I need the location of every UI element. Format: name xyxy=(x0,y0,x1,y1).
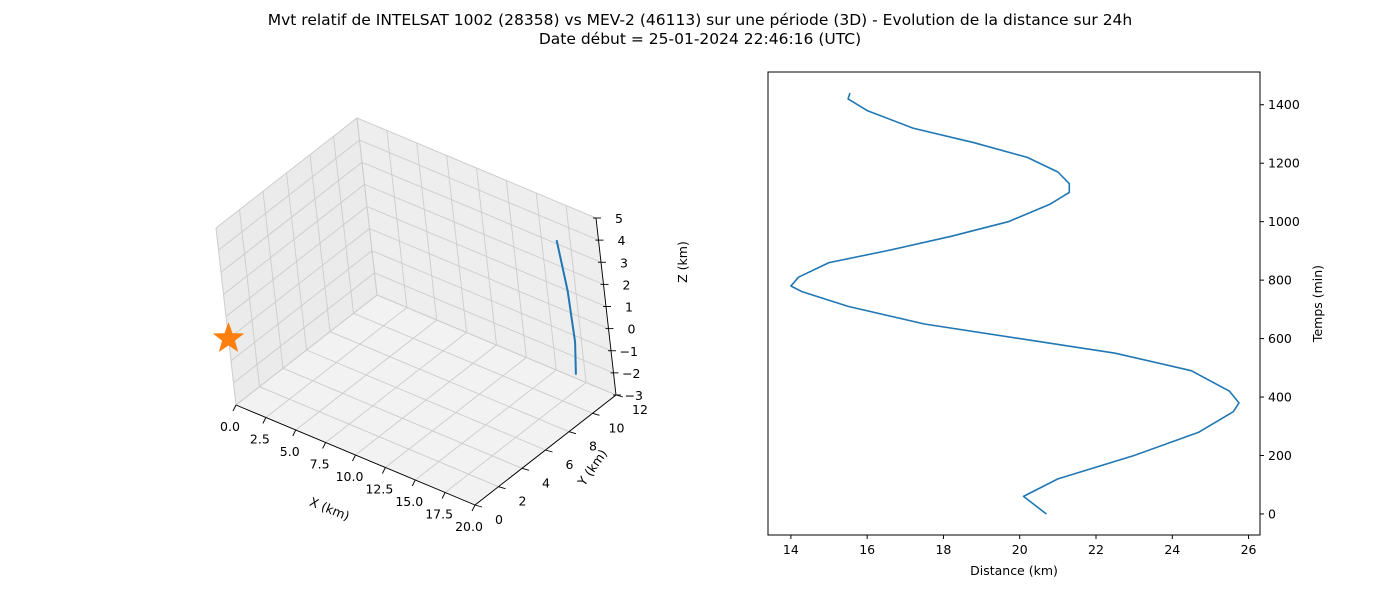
x-tick-mark xyxy=(441,492,446,499)
y-tick-mark xyxy=(568,431,577,435)
grid-line xyxy=(356,117,597,219)
grid-line xyxy=(282,367,523,469)
grid-line xyxy=(215,117,358,229)
x-tick-label: 10.0 xyxy=(336,469,364,484)
y-tick-label: 4 xyxy=(542,475,550,490)
z-tick-label: −3 xyxy=(625,388,643,403)
grid-line xyxy=(353,312,593,414)
x-tick-mark xyxy=(381,467,386,474)
z-tick-label: 4 xyxy=(618,233,626,248)
y-tick-label: 1200 xyxy=(1268,156,1300,171)
plot-distance-vs-time: 14 16 18 20 22 24 26 0 200 400 600 800 1000 1200 1400 D… xyxy=(767,71,1325,578)
grid-line xyxy=(235,294,378,406)
origin-star-marker xyxy=(212,322,245,352)
x-tick-label: 14 xyxy=(783,542,799,557)
x-tick-label: 12.5 xyxy=(365,482,393,497)
x-axis-label: X (km) xyxy=(308,494,352,524)
y-tick-label: 800 xyxy=(1268,273,1292,288)
x-tick-mark xyxy=(292,429,297,437)
z-tick-label: 0 xyxy=(628,322,636,337)
x-tick-mark xyxy=(411,479,416,487)
x-tick-label: 2.5 xyxy=(250,432,270,447)
chart-title: Mvt relatif de INTELSAT 1002 (28358) vs … xyxy=(267,11,1133,29)
y-tick-label: 10 xyxy=(609,420,625,435)
y-tick-mark xyxy=(474,504,483,508)
grid-line xyxy=(329,331,570,433)
grid-line xyxy=(361,161,602,263)
x-tick-label: 20 xyxy=(1012,542,1028,557)
grid-line xyxy=(359,139,599,241)
z-tick-label: −1 xyxy=(620,344,638,359)
x-tick-label: 7.5 xyxy=(310,457,330,472)
y-tick-mark xyxy=(545,449,553,453)
chart-subtitle: Date début = 25-01-2024 22:46:16 (UTC) xyxy=(538,30,862,48)
grid-line xyxy=(374,272,614,374)
z-tick-label: 3 xyxy=(620,255,628,270)
grid-line xyxy=(369,228,609,330)
grid-line xyxy=(366,206,607,307)
x-tick-label: 0.0 xyxy=(220,419,240,434)
y-tick-label: 12 xyxy=(632,402,648,417)
y-tick-mark xyxy=(521,467,530,471)
y-axis-label: Temps (min) xyxy=(1310,265,1325,343)
z-tick-label: 5 xyxy=(615,211,623,226)
y-tick-label: 1000 xyxy=(1268,214,1300,229)
y-tick-label: 200 xyxy=(1268,448,1292,463)
grid-line xyxy=(259,386,499,488)
grid-line xyxy=(225,206,368,317)
z-tick-label: 2 xyxy=(623,277,631,292)
x-tick-label: 20.0 xyxy=(455,519,483,534)
x-tick-mark xyxy=(352,454,356,462)
grid-line xyxy=(233,272,375,384)
x-tick-mark xyxy=(232,404,237,412)
y-tick-label: 0 xyxy=(495,512,503,527)
grid-line xyxy=(376,294,617,396)
y-tick-label: 1400 xyxy=(1268,97,1300,112)
x-tick-label: 15.0 xyxy=(395,494,423,509)
grid-line xyxy=(218,139,360,251)
y-tick-label: 600 xyxy=(1268,331,1292,346)
z-tick-label: 1 xyxy=(625,300,633,315)
y-tick-label: 8 xyxy=(589,439,597,454)
grid-line xyxy=(306,349,546,451)
y-tick-label: 400 xyxy=(1268,390,1292,405)
grid-line xyxy=(223,184,365,295)
z-tick-label: −2 xyxy=(622,366,640,381)
distance-line xyxy=(790,92,1240,515)
grid-line xyxy=(371,250,612,352)
x-tick-label: 22 xyxy=(1088,542,1104,557)
x-tick-label: 16 xyxy=(859,542,875,557)
grid-line xyxy=(364,183,604,285)
x-tick-label: 5.0 xyxy=(280,444,300,459)
x-tick-mark xyxy=(471,504,476,512)
x-tick-mark xyxy=(322,442,327,449)
y-tick-label: 6 xyxy=(566,457,574,472)
x-tick-label: 18 xyxy=(935,542,951,557)
y-tick-mark xyxy=(498,486,506,490)
x-tick-label: 26 xyxy=(1241,542,1257,557)
grid-line xyxy=(230,250,373,362)
z-axis-label: Z (km) xyxy=(675,241,690,283)
x-tick-label: 24 xyxy=(1164,542,1180,557)
trajectory-line xyxy=(555,239,577,375)
y-tick-mark xyxy=(592,412,600,416)
x-tick-mark xyxy=(262,417,267,424)
grid-line xyxy=(220,161,363,273)
grid-line xyxy=(228,228,370,339)
x-axis-label: Distance (km) xyxy=(970,563,1058,578)
plot-frame xyxy=(767,71,1261,536)
y-tick-label: 2 xyxy=(519,494,527,509)
y-tick-label: 0 xyxy=(1268,506,1276,521)
plot-3d-trajectory: 0.02.55.07.510.012.515.017.520.0 02468101… xyxy=(212,117,690,534)
x-tick-label: 17.5 xyxy=(425,507,453,522)
